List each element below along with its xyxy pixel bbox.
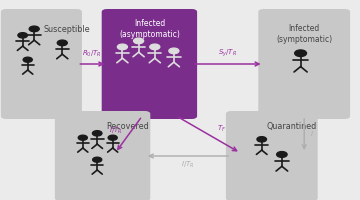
Circle shape bbox=[78, 135, 87, 140]
Text: $S_y/T_R$: $S_y/T_R$ bbox=[218, 47, 237, 59]
FancyBboxPatch shape bbox=[226, 111, 318, 200]
Circle shape bbox=[277, 152, 287, 157]
Circle shape bbox=[57, 40, 67, 46]
Circle shape bbox=[257, 137, 266, 142]
Text: Recovered: Recovered bbox=[107, 122, 149, 131]
Circle shape bbox=[93, 157, 102, 162]
Circle shape bbox=[93, 131, 102, 136]
Text: Susceptible: Susceptible bbox=[43, 25, 90, 34]
FancyBboxPatch shape bbox=[102, 9, 197, 119]
Circle shape bbox=[29, 26, 39, 32]
FancyBboxPatch shape bbox=[1, 9, 82, 119]
Text: Infected
(asymptomatic): Infected (asymptomatic) bbox=[119, 19, 180, 39]
Circle shape bbox=[23, 57, 32, 62]
Text: Infected
(symptomatic): Infected (symptomatic) bbox=[276, 24, 332, 44]
Text: $I/T_R$: $I/T_R$ bbox=[109, 126, 122, 136]
Circle shape bbox=[150, 44, 160, 50]
Circle shape bbox=[117, 44, 127, 50]
Circle shape bbox=[169, 48, 179, 54]
Text: $I$: $I$ bbox=[310, 129, 314, 138]
Text: $T_F$: $T_F$ bbox=[217, 124, 226, 134]
FancyBboxPatch shape bbox=[258, 9, 350, 119]
Circle shape bbox=[18, 33, 27, 38]
Circle shape bbox=[108, 135, 117, 140]
FancyBboxPatch shape bbox=[55, 111, 150, 200]
Circle shape bbox=[295, 50, 306, 57]
Circle shape bbox=[134, 38, 144, 44]
Text: Quarantined: Quarantined bbox=[266, 122, 317, 131]
Text: $I/T_R$: $I/T_R$ bbox=[181, 160, 195, 170]
Text: $R_0/T_R$: $R_0/T_R$ bbox=[82, 49, 102, 59]
